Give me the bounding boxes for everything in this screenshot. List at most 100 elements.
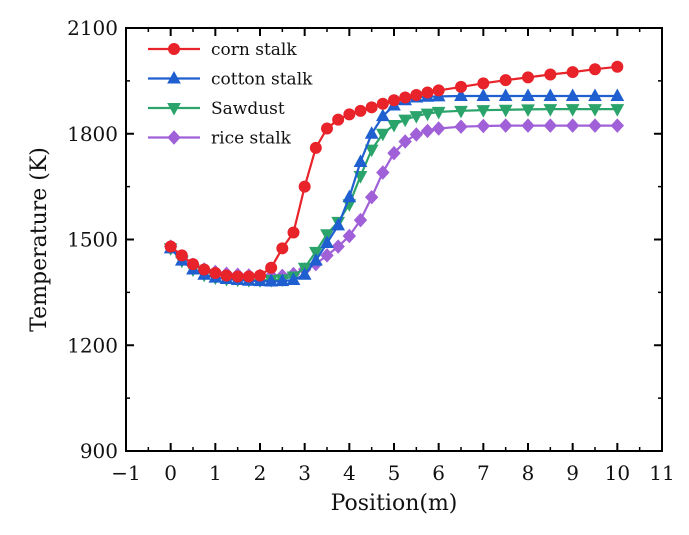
data-point-marker: [521, 88, 535, 102]
data-point-marker: [611, 60, 624, 73]
y-tick-label: 1200: [67, 333, 118, 357]
y-axis-title: Temperature (K): [27, 147, 52, 332]
data-point-marker: [375, 108, 390, 122]
legend-label: corn stalk: [211, 40, 297, 60]
x-tick-label: 5: [388, 461, 401, 485]
data-point-marker: [588, 88, 602, 102]
data-point-marker: [565, 104, 580, 117]
data-point-marker: [387, 145, 401, 161]
data-point-marker: [342, 189, 357, 203]
legend-marker: [167, 130, 181, 145]
data-point-marker: [321, 122, 333, 135]
data-point-marker: [543, 104, 558, 117]
legend: corn stalk cotton stalk Sawdust rice stalk: [148, 40, 313, 149]
data-point-marker: [498, 118, 513, 133]
data-point-marker: [365, 101, 378, 114]
data-point-marker: [298, 180, 311, 193]
data-point-marker: [242, 270, 255, 283]
x-tick-label: 3: [298, 461, 311, 485]
x-tick-label: 2: [254, 461, 267, 485]
data-point-marker: [409, 127, 424, 142]
data-point-marker: [610, 118, 625, 133]
data-point-marker: [409, 111, 424, 124]
series-corn-stalk: [164, 60, 624, 283]
data-point-marker: [476, 105, 491, 118]
data-point-marker: [364, 126, 379, 139]
y-tick-label: 1500: [67, 228, 118, 252]
data-point-marker: [231, 270, 244, 283]
data-point-marker: [364, 189, 379, 205]
series-layer: [163, 60, 625, 288]
legend-marker: [167, 103, 181, 116]
data-point-marker: [431, 106, 446, 120]
x-tick-label: −1: [111, 461, 140, 485]
data-point-marker: [521, 118, 535, 133]
legend-entry: cotton stalk: [148, 70, 313, 90]
data-point-marker: [364, 144, 379, 158]
data-point-marker: [209, 266, 222, 279]
data-point-marker: [522, 71, 534, 84]
data-point-marker: [454, 88, 468, 102]
data-point-marker: [499, 74, 512, 87]
data-point-marker: [320, 248, 334, 263]
axis-ticks: −1 0 1 2 3 4 5 6 7 8 9 10 11 900 1200 1500 1800 2100: [67, 16, 675, 485]
data-point-marker: [276, 242, 289, 255]
data-point-marker: [376, 165, 390, 180]
legend-entry: Sawdust: [148, 99, 285, 119]
data-point-marker: [376, 97, 389, 110]
data-point-marker: [610, 88, 625, 102]
legend-label: Sawdust: [211, 99, 285, 119]
data-point-marker: [543, 118, 558, 133]
data-point-marker: [164, 240, 177, 253]
x-tick-label: 11: [649, 461, 674, 485]
data-point-marker: [410, 88, 423, 101]
data-point-marker: [354, 104, 367, 117]
data-point-marker: [286, 272, 301, 286]
x-tick-label: 9: [566, 461, 579, 485]
data-point-marker: [398, 134, 412, 149]
data-point-marker: [498, 88, 513, 102]
legend-entry: rice stalk: [148, 129, 292, 149]
data-point-marker: [421, 86, 434, 99]
data-point-marker: [343, 108, 356, 121]
data-point-marker: [543, 88, 558, 102]
data-point-marker: [476, 88, 491, 102]
data-point-marker: [387, 119, 401, 133]
legend-marker: [168, 43, 180, 55]
data-point-marker: [254, 269, 266, 282]
x-tick-label: 1: [209, 461, 222, 485]
data-point-marker: [275, 273, 290, 287]
data-point-marker: [476, 118, 491, 134]
data-point-marker: [455, 80, 467, 93]
data-point-marker: [454, 105, 468, 119]
y-tick-label: 1800: [67, 122, 118, 146]
data-point-marker: [521, 104, 535, 117]
data-point-marker: [565, 88, 580, 102]
data-point-marker: [308, 246, 323, 260]
data-point-marker: [432, 84, 445, 97]
data-point-marker: [477, 77, 490, 90]
data-point-marker: [498, 104, 513, 118]
data-point-marker: [388, 94, 400, 107]
data-point-marker: [175, 249, 188, 262]
data-point-marker: [588, 118, 602, 133]
data-point-marker: [220, 269, 233, 282]
data-point-marker: [320, 229, 334, 242]
data-point-marker: [342, 228, 357, 244]
legend-entry: corn stalk: [148, 40, 297, 60]
x-tick-label: 6: [432, 461, 445, 485]
data-point-marker: [265, 261, 278, 274]
legend-label: cotton stalk: [211, 70, 313, 90]
data-point-marker: [287, 226, 300, 239]
data-point-marker: [565, 118, 580, 133]
data-point-marker: [331, 239, 345, 254]
x-axis-title: Position(m): [331, 491, 458, 516]
data-point-marker: [566, 66, 579, 79]
x-tick-label: 0: [164, 461, 177, 485]
x-tick-label: 4: [343, 461, 356, 485]
data-point-marker: [264, 273, 279, 287]
data-point-marker: [375, 128, 390, 142]
data-point-marker: [331, 217, 346, 231]
y-tick-label: 900: [80, 439, 118, 463]
